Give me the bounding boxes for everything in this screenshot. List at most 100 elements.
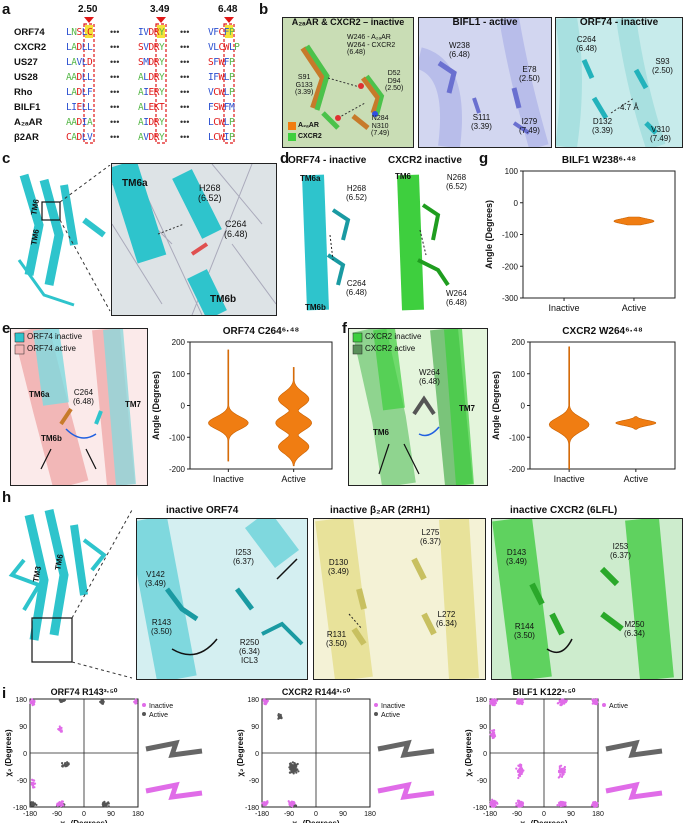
e-legend-active: ORF74 active	[27, 344, 76, 353]
chart-i-orf74: ORF74 R143³·⁵⁰ -180 -90 0 90 180 -180 -90 0 90 180…	[4, 687, 203, 823]
x-tick-label: Inactive	[213, 474, 244, 484]
b2-label-w238: W238 (6.48)	[449, 41, 470, 59]
panel-letter-e: e	[2, 320, 11, 337]
b1-label-n284: N284 N310 (7.49)	[371, 115, 390, 138]
y-tick-label: 0	[255, 751, 259, 758]
scatter-point	[491, 703, 494, 706]
scatter-point	[64, 762, 67, 765]
scatter-point	[493, 735, 497, 738]
c-zoom-structure	[112, 164, 276, 315]
helix-inactive-icon	[605, 739, 663, 759]
scatter-point	[295, 771, 298, 774]
chart-frame	[529, 341, 676, 470]
alignment-gap: •••	[180, 42, 190, 52]
alignment-row: ORF74 LNSLC IVDRY VFCFP ••• •••	[14, 25, 258, 40]
d-title-orf74: ORF74 - inactive	[288, 155, 367, 166]
b1-label-d52: D52 D94 (2.50)	[385, 70, 404, 93]
scatter-point	[563, 768, 566, 771]
scatter-point	[289, 771, 292, 774]
scatter-point	[262, 699, 265, 702]
chart-title: BILF1 K122³·⁵⁰	[513, 687, 576, 697]
y-tick-label: 90	[479, 724, 487, 731]
b3-label-s93: S93 (2.50)	[652, 57, 673, 75]
alignment-segment: LNSLC	[66, 27, 93, 38]
scatter-point	[263, 701, 266, 704]
y-tick-label: -180	[245, 805, 259, 812]
h3-structure	[492, 519, 682, 679]
panel-h-box3: D143 (3.49) I253 (6.37) R144 (3.50) M250…	[491, 518, 683, 680]
x-tick-label: 0	[82, 811, 86, 818]
alignment-gap: •••	[110, 87, 120, 97]
panel-letter-c: c	[2, 150, 11, 167]
scatter-point	[289, 766, 292, 769]
alignment-segment: AVDRY	[138, 132, 165, 143]
y-tick-label: -90	[477, 778, 487, 785]
alignment-segment: VLCWLP	[208, 42, 240, 53]
chart-title: ORF74 C264⁶·⁴⁸	[223, 326, 300, 337]
h2-label-r131: R131 (3.50)	[326, 630, 347, 648]
h1-label-r250: R250 (6.34) ICL3	[239, 638, 260, 665]
scatter-point	[515, 767, 518, 770]
b3-structure	[556, 18, 682, 147]
scatter-point	[518, 764, 521, 767]
x-tick-label: Inactive	[554, 474, 585, 484]
x-tick-label: -90	[512, 811, 522, 818]
y-tick-label: 90	[19, 724, 27, 731]
scatter-point	[107, 805, 110, 808]
scatter-point	[562, 700, 565, 703]
alignment-gap: •••	[110, 132, 120, 142]
scatter-point	[297, 770, 300, 773]
panel-letter-g: g	[479, 150, 489, 167]
alignment-gap: •••	[110, 27, 120, 37]
b3-title: ORF74 - inactive	[579, 17, 659, 28]
marker-6-48: 6.48	[218, 4, 238, 15]
scatter-point	[563, 765, 566, 769]
violin-active	[615, 416, 657, 430]
scatter-point	[263, 802, 266, 805]
scatter-point	[558, 769, 561, 772]
e-label-tm6b: TM6b	[41, 434, 62, 443]
panel-c-overview	[17, 165, 111, 312]
b1-structure	[283, 18, 413, 147]
scatter-point	[61, 764, 64, 767]
scatter-point	[520, 801, 523, 804]
panel-b-box1: A₂ₐAR & CXCR2 – inactive W246 - A₂ₐAR W2…	[282, 17, 414, 148]
y-axis-label: Angle (Degrees)	[484, 200, 494, 269]
alignment-segment: LCWLP	[208, 117, 235, 128]
alignment-gap: •••	[110, 57, 120, 67]
c-label-tm6a: TM6a	[122, 178, 148, 189]
panel-letter-h: h	[2, 489, 12, 506]
x-tick-label: -180	[255, 811, 269, 818]
b1-legend-cxcr2: CXCR2	[298, 133, 322, 140]
h3-label-d143: D143 (3.49)	[506, 548, 527, 566]
scatter-point	[59, 802, 62, 805]
alignment-row-name: ORF74	[14, 27, 45, 38]
c-label-tm6b: TM6b	[210, 294, 237, 305]
y-axis-label: χ₂ (Degrees)	[4, 729, 13, 777]
alignment-row-name: Rho	[14, 87, 33, 98]
x-tick-label: 180	[132, 811, 144, 818]
legend-label: Active	[381, 712, 400, 719]
alignment-row: A₂ₐAR AADIA AIDRY LCWLP ••• •••	[14, 115, 258, 130]
b2-title: BIFL1 - active	[452, 17, 518, 28]
panel-h-box2: D130 (3.49) L275 (6.37) L272 (6.34) R131…	[313, 518, 486, 680]
alignment-row: US28 AADLL ALDRY IFWLP ••• •••	[14, 70, 258, 85]
marker-triangles	[83, 17, 235, 144]
h1-label-v142: V142 (3.49)	[145, 570, 166, 588]
y-tick-label: 100	[505, 167, 519, 176]
b2-label-e78: E78 (2.50)	[519, 65, 540, 83]
scatter-point	[517, 776, 520, 780]
scatter-point	[560, 775, 564, 778]
scatter-point	[515, 802, 518, 805]
b3-label-distance: 4.7 Å	[620, 103, 639, 112]
y-axis-label: χ₂ (Degrees)	[236, 729, 245, 777]
b3-label-v310: V310 (7.49)	[650, 125, 671, 143]
alignment-segment: CADLV	[66, 132, 93, 143]
scatter-point	[31, 778, 34, 781]
scatter-point	[595, 702, 598, 706]
chart-f-cxcr2: CXCR2 W264⁶·⁴⁸ -200 -100 0 100 200 Angle (Degr…	[491, 326, 676, 484]
y-tick-label: -100	[509, 433, 526, 442]
scatter-point	[496, 699, 499, 702]
violin-inactive	[208, 349, 249, 462]
h1-label-r143: R143 (3.50)	[151, 618, 172, 636]
